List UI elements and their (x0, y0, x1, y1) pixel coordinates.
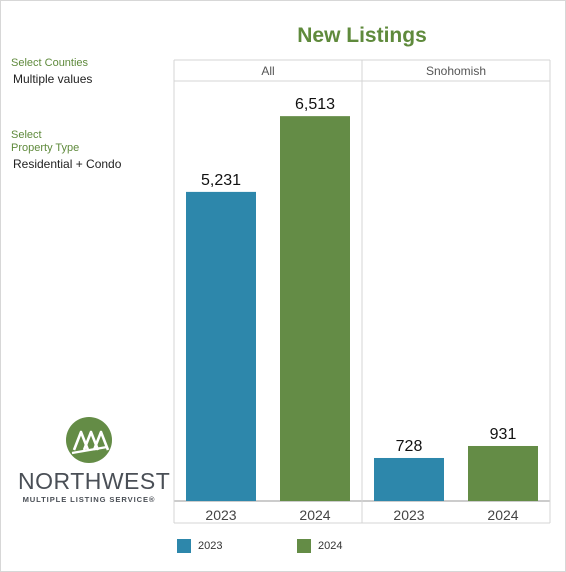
legend-label-2024: 2024 (318, 540, 343, 552)
x-tick-label-snohomish-2023: 2023 (393, 507, 424, 523)
logo-subtitle: MULTIPLE LISTING SERVICE® (22, 495, 156, 504)
legend-item-2023[interactable]: 2023 (177, 539, 222, 553)
legend-item-2024[interactable]: 2024 (297, 539, 342, 553)
data-label-all-2024: 6,513 (295, 96, 335, 113)
bar-snohomish-2023 (374, 457, 444, 501)
counties-filter-label: Select Counties (11, 57, 89, 69)
bar-all-2023 (186, 191, 256, 502)
legend-label-2023: 2023 (198, 540, 223, 552)
property-filter-label-line2: Property Type (11, 142, 80, 154)
legend-swatch-2024 (297, 539, 311, 553)
property-filter-label-line1: Select (11, 129, 42, 141)
x-tick-label-all-2023: 2023 (205, 507, 236, 523)
legend-swatch-2023 (177, 539, 191, 553)
nwmls-logo: NORTHWEST MULTIPLE LISTING SERVICE® (18, 416, 171, 506)
data-label-snohomish-2024: 931 (490, 426, 517, 443)
counties-filter-value[interactable]: Multiple values (13, 72, 93, 86)
x-tick-label-snohomish-2024: 2024 (487, 507, 518, 523)
bar-snohomish-2024 (468, 445, 538, 501)
x-tick-label-all-2024: 2024 (299, 507, 330, 523)
logo-name: NORTHWEST (18, 468, 171, 494)
data-label-all-2023: 5,231 (201, 172, 241, 189)
panel-header-snohomish: Snohomish (426, 64, 486, 78)
chart-title: New Listings (297, 24, 427, 47)
property-filter-value[interactable]: Residential + Condo (13, 157, 122, 171)
bar-all-2024 (280, 116, 350, 502)
data-label-snohomish-2023: 728 (396, 438, 423, 455)
trees-icon (66, 417, 112, 463)
panel-header-all: All (261, 64, 274, 78)
